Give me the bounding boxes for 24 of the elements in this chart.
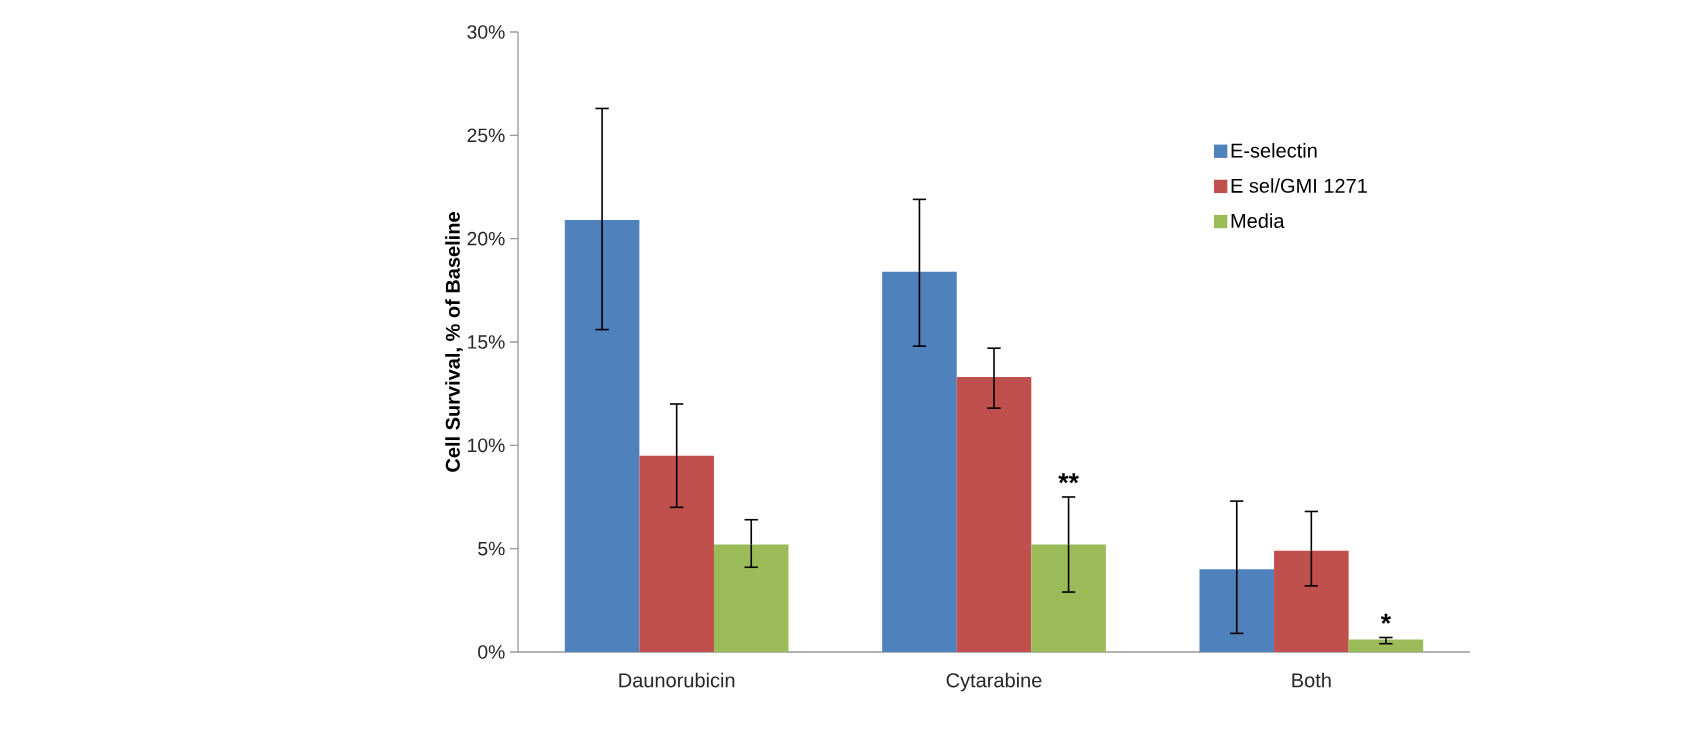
bar <box>1031 544 1106 652</box>
annotation: ** <box>1058 473 1079 484</box>
legend-label: Media <box>1231 213 1285 228</box>
bar <box>639 455 714 652</box>
y-tick-label: 25% <box>467 128 505 143</box>
annotation: * <box>1380 613 1392 624</box>
y-axis-title: Cell Survival, % of Baseline <box>445 212 463 472</box>
y-tick-label: 20% <box>467 231 505 246</box>
y-tick-label: 10% <box>468 438 505 453</box>
bar <box>564 220 640 652</box>
x-tick-label: Both <box>1292 672 1331 688</box>
y-tick-label: 30% <box>467 25 505 39</box>
y-tick-label: 15% <box>468 335 505 349</box>
legend-label: E sel/GMI 1271 <box>1231 178 1367 193</box>
x-tick-label: Cytarabine <box>946 672 1042 692</box>
bar <box>882 271 957 652</box>
bar <box>956 377 1032 652</box>
legend-label: E-selectin <box>1231 142 1317 158</box>
y-tick-label: 5% <box>478 541 505 556</box>
y-tick-label: 0% <box>478 645 505 659</box>
bar <box>1348 639 1424 652</box>
x-tick-label: Daunorubicin <box>619 672 735 688</box>
bar <box>713 544 789 652</box>
bar <box>1274 550 1349 652</box>
